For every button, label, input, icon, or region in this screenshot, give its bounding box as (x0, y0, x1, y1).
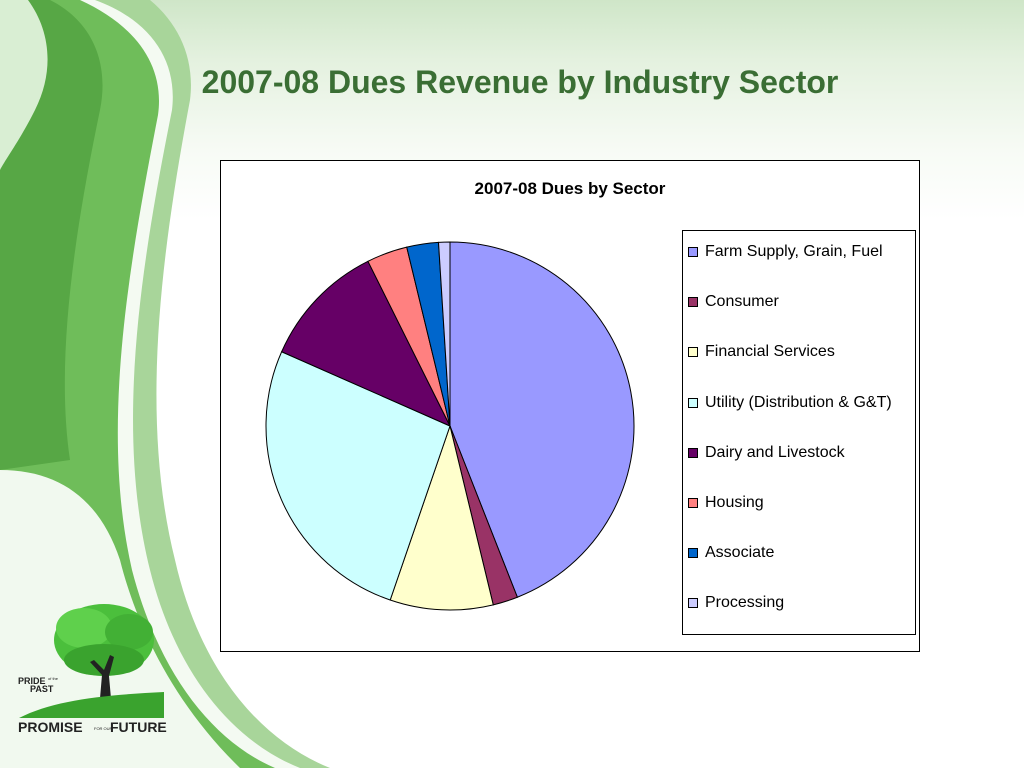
pie-slice-financial-services (389, 424, 494, 611)
legend-label: Processing (705, 594, 785, 612)
legend-swatch (688, 247, 698, 257)
legend-item: Housing (688, 492, 910, 513)
logo-text-promise: PROMISE (18, 719, 83, 735)
legend-item: Utility (Distribution & G&T) (688, 392, 910, 413)
legend-label: Utility (Distribution & G&T) (705, 393, 892, 411)
promise-logo: PRIDE of the PAST PROMISE FOR OUR FUTURE (18, 604, 167, 735)
chart-title: 2007-08 Dues by Sector (474, 179, 666, 198)
legend-swatch (688, 397, 698, 408)
tree-icon (54, 604, 154, 710)
pie-slice-farm-supply-grain-fuel (449, 241, 635, 598)
legend-label: Dairy and Livestock (705, 443, 845, 461)
legend-swatch (688, 297, 698, 308)
chart-frame: 2007-08 Dues by Sector Farm Supply, Grai… (220, 160, 920, 652)
pie-slice-utility-distribution-g-t (265, 351, 451, 601)
legend-item: Processing (688, 592, 910, 613)
legend-label: Associate (705, 544, 775, 562)
legend-swatch (688, 447, 698, 458)
legend-label: Housing (705, 494, 764, 511)
legend-item: Consumer (688, 291, 910, 312)
chart-legend: Farm Supply, Grain, Fuel Consumer Financia… (682, 230, 916, 635)
logo-text-of-the: of the (48, 676, 59, 681)
logo-text-pride: PRIDE (18, 676, 46, 686)
slide-title: 2007-08 Dues Revenue by Industry Sector (201, 64, 839, 100)
pie-slice-dairy-and-livestock (280, 260, 452, 428)
logo-text-past: PAST (30, 684, 54, 694)
legend-item: Associate (688, 542, 910, 563)
pie-slice-processing (437, 241, 451, 427)
legend-label: Financial Services (705, 343, 835, 361)
pie-chart (265, 241, 635, 611)
legend-swatch (688, 548, 698, 559)
legend-label: Farm Supply, Grain, Fuel (705, 243, 883, 260)
legend-label: Consumer (705, 293, 779, 311)
legend-item: Farm Supply, Grain, Fuel (688, 241, 910, 262)
legend-swatch (688, 498, 698, 508)
logo-text-future: FUTURE (110, 719, 167, 735)
legend-swatch (688, 347, 698, 358)
legend-item: Dairy and Livestock (688, 442, 910, 463)
legend-item: Financial Services (688, 341, 910, 362)
logo-text-for-our: FOR OUR (94, 726, 113, 731)
legend-swatch (688, 598, 698, 609)
